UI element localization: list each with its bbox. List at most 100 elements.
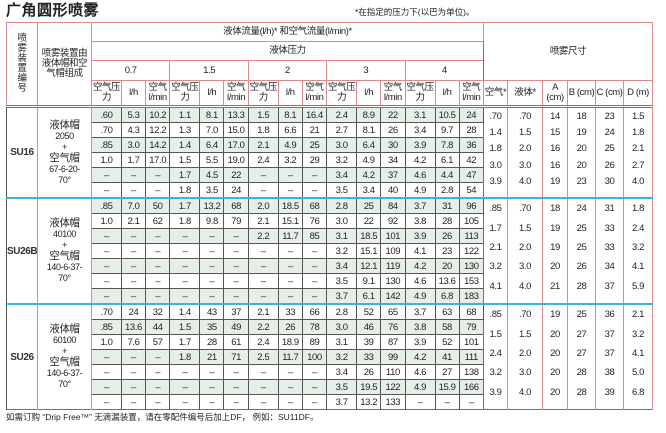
flow-cell: 3.0 bbox=[121, 137, 146, 153]
spray-value: 4.0 bbox=[519, 386, 532, 398]
flow-cell: 1.4 bbox=[169, 137, 201, 153]
flow-cell: – bbox=[144, 243, 171, 259]
table-row: .70 4.3 12.2 1.3 7.0 15.0 1.8 6.6 21 2.7 8.1 26 3.4 9… bbox=[7, 122, 653, 138]
spray-dim-cell: .70 1.4 1.8 3.0 3.9 bbox=[483, 105, 509, 198]
flow-cell: – bbox=[404, 394, 436, 410]
flow-cell: – bbox=[199, 379, 225, 395]
flow-cell: – bbox=[199, 288, 225, 304]
flow-cell: 2.1 bbox=[247, 137, 279, 153]
flow-cell: 58 bbox=[434, 319, 460, 335]
flow-cell: 111 bbox=[458, 349, 485, 365]
spray-dim-cell: .85 1.5 2.4 3.2 3.9 bbox=[483, 303, 509, 410]
table-row: – – – – – – – – –3.7 6.1 142 4.9 6.8 183 bbox=[7, 288, 653, 304]
flow-cell: 2.0 bbox=[247, 197, 279, 214]
flow-cell: 15.1 bbox=[277, 213, 303, 229]
flow-cell: 2.4 bbox=[326, 105, 358, 123]
pressure-header: 1.5 bbox=[169, 60, 249, 81]
spray-value: 23 bbox=[576, 176, 587, 188]
col-liquid-pressure: 液体压力 bbox=[90, 41, 485, 61]
spray-value: 6.8 bbox=[632, 386, 645, 398]
flow-cell: 30 bbox=[380, 137, 406, 153]
flow-cell: 99 bbox=[380, 349, 406, 365]
flow-cell: 6.4 bbox=[199, 137, 225, 153]
spray-value: 1.5 bbox=[519, 127, 532, 139]
sub-header: 空气l/min bbox=[301, 80, 328, 107]
spray-value: 19 bbox=[576, 127, 587, 139]
flow-cell: 40 bbox=[380, 182, 406, 198]
spray-value: 3.2 bbox=[489, 261, 502, 273]
flow-cell: 29 bbox=[301, 152, 328, 168]
spray-dim-cell: 19 20 20 20 20 bbox=[542, 303, 569, 410]
spray-value: 3.9 bbox=[489, 176, 502, 188]
flow-cell: – bbox=[301, 182, 328, 198]
spray-dim-cell: 23 24 25 26 30 bbox=[595, 105, 625, 198]
spray-value: 3.0 bbox=[519, 367, 532, 379]
flow-cell: 28 bbox=[434, 213, 460, 229]
spray-value: 25 bbox=[604, 143, 615, 155]
flow-cell: 10.5 bbox=[434, 105, 460, 123]
flow-cell: 15.9 bbox=[434, 379, 460, 395]
spray-value: 4.1 bbox=[632, 261, 645, 273]
table-row: – – – – – – – – –3.4 12.1 119 4.2 20 130 bbox=[7, 258, 653, 274]
flow-cell: 46 bbox=[356, 319, 382, 335]
flow-cell: 24 bbox=[121, 303, 146, 320]
spray-value: 1.7 bbox=[489, 222, 502, 234]
flow-cell: 9.7 bbox=[434, 122, 460, 138]
flow-cell: – bbox=[144, 182, 171, 198]
table-row: – – –1.7 4.5 22– – –3.4 4.2 37 4.6 4.4 47 bbox=[7, 167, 653, 183]
nozzle-id: SU26 bbox=[6, 303, 38, 410]
setup-line: 60100 bbox=[52, 335, 77, 345]
setup-line: 70° bbox=[58, 379, 71, 389]
sub-header: 空气l/min bbox=[144, 80, 171, 107]
spray-value: 34 bbox=[604, 261, 615, 273]
pressure-header: 0.7 bbox=[90, 60, 171, 81]
flow-cell: 1.7 bbox=[121, 152, 146, 168]
flow-cell: 79 bbox=[458, 319, 485, 335]
sub-header: 空气压力 bbox=[404, 80, 436, 107]
page-title: 广角圆形喷雾 bbox=[6, 2, 100, 19]
flow-cell: – bbox=[247, 364, 279, 380]
flow-cell: 142 bbox=[380, 288, 406, 304]
table-row: 1.0 1.7 17.0 1.5 5.5 19.0 2.4 3.2 29 3.2 4.9 34 4.2 6… bbox=[7, 152, 653, 168]
flow-cell: 4.5 bbox=[199, 167, 225, 183]
spray-value: 2.7 bbox=[632, 159, 645, 171]
flow-cell: 9.8 bbox=[199, 213, 225, 229]
flow-cell: 1.8 bbox=[169, 182, 201, 198]
table-row: .85 3.0 14.2 1.4 6.4 17.0 2.1 4.9 25 3.0 6.4 30 3.9 7… bbox=[7, 137, 653, 153]
flow-cell: 2.8 bbox=[326, 197, 358, 214]
flow-cell: 22 bbox=[223, 167, 249, 183]
pressure-header: 2 bbox=[247, 60, 328, 81]
flow-cell: – bbox=[91, 364, 122, 380]
spray-value: 2.4 bbox=[489, 347, 502, 359]
flow-cell: 3.5 bbox=[326, 273, 358, 289]
setup-line: + bbox=[62, 346, 67, 356]
flow-cell: – bbox=[169, 258, 201, 274]
spray-value: 28 bbox=[576, 386, 587, 398]
flow-cell: 4.6 bbox=[404, 273, 436, 289]
flow-cell: – bbox=[301, 379, 328, 395]
flow-cell: 1.5 bbox=[169, 319, 201, 335]
flow-cell: – bbox=[247, 379, 279, 395]
flow-cell: 37 bbox=[380, 167, 406, 183]
flow-cell: – bbox=[277, 258, 303, 274]
flow-cell: 6.6 bbox=[277, 122, 303, 138]
spray-value: 3.0 bbox=[489, 159, 502, 171]
flow-cell: 33 bbox=[277, 303, 303, 320]
flow-cell: 3.0 bbox=[326, 319, 358, 335]
flow-cell: – bbox=[91, 243, 122, 259]
spray-dim-cell: .70 1.5 2.0 3.0 4.0 bbox=[507, 105, 544, 198]
sub-header: l/h bbox=[277, 80, 303, 107]
spray-value: 26 bbox=[604, 159, 615, 171]
flow-cell: 76 bbox=[301, 213, 328, 229]
flow-cell: – bbox=[91, 167, 122, 183]
flow-cell: 7.6 bbox=[121, 334, 146, 350]
flow-cell: 3.2 bbox=[326, 152, 358, 168]
flow-cell: 18.5 bbox=[277, 197, 303, 214]
flow-cell: 57 bbox=[144, 334, 171, 350]
flow-cell: 2.2 bbox=[247, 228, 279, 244]
spray-value: 21 bbox=[550, 280, 560, 292]
sub-header: 空气l/min bbox=[458, 80, 485, 107]
flow-cell: 26 bbox=[356, 364, 382, 380]
flow-cell: – bbox=[223, 243, 249, 259]
flow-cell: 63 bbox=[434, 303, 460, 320]
